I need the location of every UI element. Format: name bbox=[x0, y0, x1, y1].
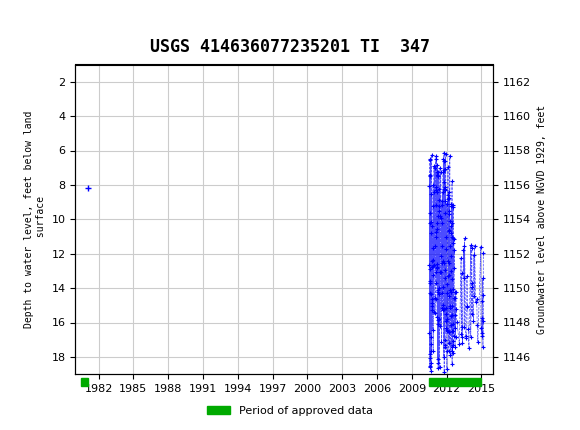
Text: USGS 414636077235201 TI  347: USGS 414636077235201 TI 347 bbox=[150, 38, 430, 56]
Legend: Period of approved data: Period of approved data bbox=[203, 401, 377, 420]
Text: USGS: USGS bbox=[67, 10, 122, 28]
Y-axis label: Groundwater level above NGVD 1929, feet: Groundwater level above NGVD 1929, feet bbox=[536, 105, 546, 334]
Bar bbox=[429, 378, 481, 386]
FancyBboxPatch shape bbox=[3, 3, 61, 36]
Bar bbox=[81, 378, 88, 386]
Y-axis label: Depth to water level, feet below land
 surface: Depth to water level, feet below land su… bbox=[24, 111, 46, 328]
